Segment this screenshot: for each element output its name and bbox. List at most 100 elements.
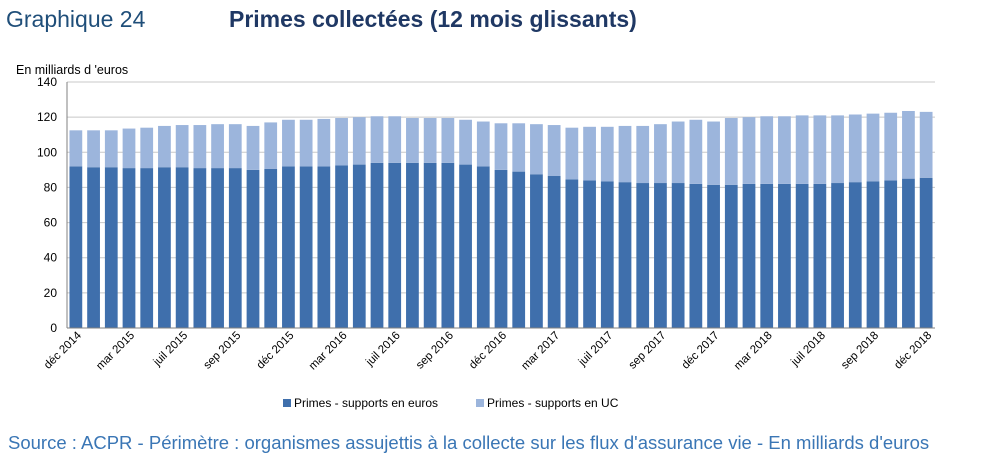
y-tick-label: 140 xyxy=(37,75,57,89)
source-note: Source : ACPR - Périmètre : organismes a… xyxy=(8,432,930,453)
x-tick-label: déc 2017 xyxy=(680,330,722,372)
bar-segment-uc xyxy=(441,118,455,163)
bar-segment-euros xyxy=(104,167,118,328)
bar-segment-uc xyxy=(813,115,827,184)
bar-segment-uc xyxy=(476,121,490,167)
x-tick-label: mar 2016 xyxy=(307,330,350,373)
x-tick-label: mar 2015 xyxy=(94,330,137,373)
bar-segment-uc xyxy=(406,118,419,163)
bar-segment-euros xyxy=(866,181,880,328)
bar-segment-euros xyxy=(813,183,827,328)
bar-segment-uc xyxy=(848,114,862,183)
bar-segment-uc xyxy=(388,116,402,163)
bar-segment-euros xyxy=(193,168,207,328)
bar-segment-uc xyxy=(547,125,561,177)
bar-segment-uc xyxy=(600,126,614,182)
x-tick-label: sep 2016 xyxy=(414,330,456,372)
bar-segment-euros xyxy=(494,169,508,328)
bar-segment-euros xyxy=(583,180,596,328)
legend-swatch-uc xyxy=(476,399,484,407)
bar-segment-euros xyxy=(264,168,278,328)
bar-segment-uc xyxy=(370,116,384,163)
x-tick-label: sep 2018 xyxy=(839,330,881,372)
y-tick-label: 0 xyxy=(50,321,57,335)
bar-segment-euros xyxy=(335,165,348,328)
x-tick-label: déc 2015 xyxy=(255,330,297,372)
bar-segment-euros xyxy=(547,176,561,328)
bar-segment-euros xyxy=(140,168,154,328)
bar-segment-euros xyxy=(211,168,224,328)
bar-segment-euros xyxy=(671,183,685,328)
bar-segment-euros xyxy=(69,166,83,328)
bar-segment-uc xyxy=(264,122,278,169)
x-tick-labels: déc 2014 mar 2015 juil 2015 sep 2015 déc 201… xyxy=(42,329,934,372)
bar-segment-euros xyxy=(654,183,667,328)
unit-label: En milliards d 'euros xyxy=(16,63,128,77)
bar-segment-euros xyxy=(778,183,791,328)
bar-segment-uc xyxy=(352,117,366,165)
bar-segment-uc xyxy=(795,115,809,184)
bar-segment-euros xyxy=(565,179,579,328)
legend-label-euros: Primes - supports en euros xyxy=(294,396,438,410)
bar-segment-euros xyxy=(441,162,455,328)
bar-segment-uc xyxy=(760,116,774,184)
bar-segment-euros xyxy=(902,178,915,328)
y-tick-label: 120 xyxy=(37,110,57,124)
chart-title: Primes collectées (12 mois glissants) xyxy=(229,6,637,32)
x-tick-label: mar 2018 xyxy=(732,330,775,373)
bar-segment-uc xyxy=(423,118,437,163)
bar-segment-uc xyxy=(919,111,933,178)
bar-segment-uc xyxy=(158,125,171,168)
bar-segment-uc xyxy=(335,118,348,166)
y-tick-labels: 0 20 40 60 80 100 120 140 xyxy=(37,75,57,335)
bar-segment-euros xyxy=(618,182,632,328)
bar-segment-uc xyxy=(530,124,543,175)
bar-segment-uc xyxy=(902,110,915,179)
bar-segment-euros xyxy=(122,168,136,328)
bar-segment-uc xyxy=(654,124,667,184)
bar-segment-uc xyxy=(583,126,596,181)
bar-segment-uc xyxy=(140,127,154,169)
bar-segment-uc xyxy=(636,125,650,184)
bar-segment-euros xyxy=(246,169,260,328)
bar-segment-uc xyxy=(211,124,224,169)
bar-segment-euros xyxy=(388,162,402,328)
x-tick-label: juil 2018 xyxy=(788,330,827,369)
bar-segment-uc xyxy=(671,121,685,184)
x-tick-label: déc 2016 xyxy=(467,330,509,372)
bar-segment-euros xyxy=(831,183,844,328)
x-tick-label: déc 2014 xyxy=(42,329,84,371)
bar-segment-uc xyxy=(724,118,738,185)
bar-segment-uc xyxy=(246,125,260,170)
bar-segment-uc xyxy=(689,119,703,184)
bar-segment-uc xyxy=(104,130,118,168)
bar-segment-euros xyxy=(459,164,472,328)
bar-segment-euros xyxy=(530,174,543,328)
y-tick-label: 60 xyxy=(44,216,58,230)
bar-segment-euros xyxy=(228,168,242,328)
bar-segment-uc xyxy=(494,123,508,170)
bar-segment-uc xyxy=(618,125,632,183)
bar-segment-uc xyxy=(282,119,295,167)
bar-segment-euros xyxy=(600,181,614,328)
bar-segment-euros xyxy=(87,167,100,328)
y-tick-label: 40 xyxy=(44,251,58,265)
bar-segment-uc xyxy=(317,118,331,167)
bar-segment-uc xyxy=(459,119,472,165)
stacked-bar-chart: En milliards d 'euros 0 20 40 60 80 100 120 140… xyxy=(16,63,935,410)
y-tick-label: 100 xyxy=(37,145,57,159)
bar-segment-euros xyxy=(919,177,933,328)
bar-segment-uc xyxy=(512,123,526,172)
bar-segment-euros xyxy=(282,166,295,328)
bar-segment-euros xyxy=(158,167,171,328)
bar-segment-euros xyxy=(406,162,419,328)
bar-segment-uc xyxy=(69,130,83,167)
bar-segment-euros xyxy=(742,183,756,328)
bar-segment-uc xyxy=(122,128,136,169)
legend-label-uc: Primes - supports en UC xyxy=(487,396,619,410)
x-tick-label: sep 2015 xyxy=(201,330,243,372)
bar-segment-euros xyxy=(512,171,526,328)
bar-segment-uc xyxy=(87,130,100,168)
bar-segment-euros xyxy=(175,167,189,328)
bar-segment-euros xyxy=(848,182,862,328)
